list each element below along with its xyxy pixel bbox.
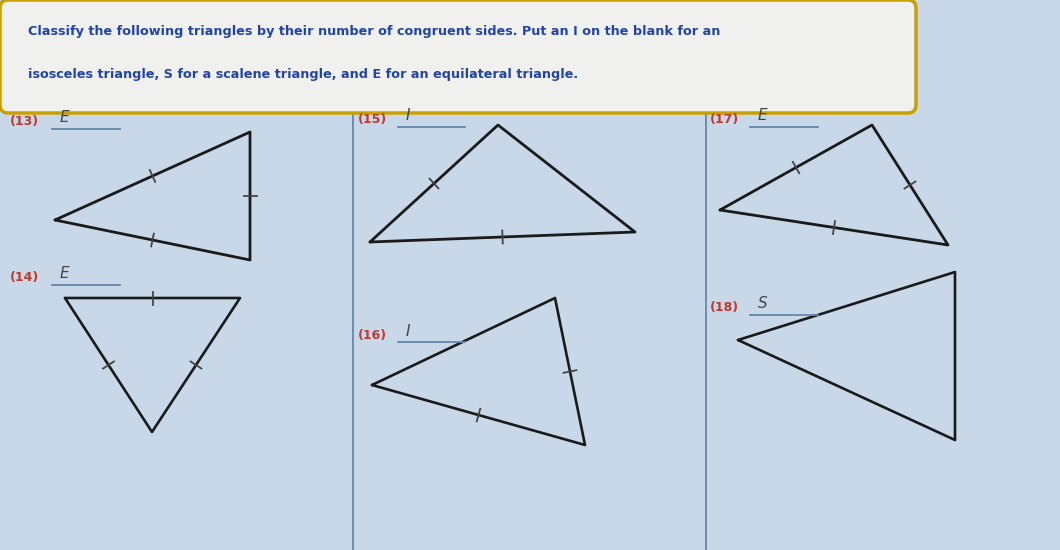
Text: (17): (17) [710,113,739,127]
Text: (14): (14) [10,272,39,284]
Text: E: E [758,108,767,124]
Text: I: I [406,108,410,124]
Text: E: E [60,267,70,282]
Text: isosceles triangle, S for a scalene triangle, and E for an equilateral triangle.: isosceles triangle, S for a scalene tria… [28,68,578,81]
Text: (18): (18) [710,301,739,315]
Text: (16): (16) [358,328,387,342]
Text: S: S [758,296,767,311]
Text: E: E [60,111,70,125]
FancyBboxPatch shape [0,0,916,113]
Text: Classify the following triangles by their number of congruent sides. Put an I on: Classify the following triangles by thei… [28,25,721,38]
Text: I: I [406,323,410,338]
Text: (15): (15) [358,113,387,127]
Text: (13): (13) [10,116,39,129]
